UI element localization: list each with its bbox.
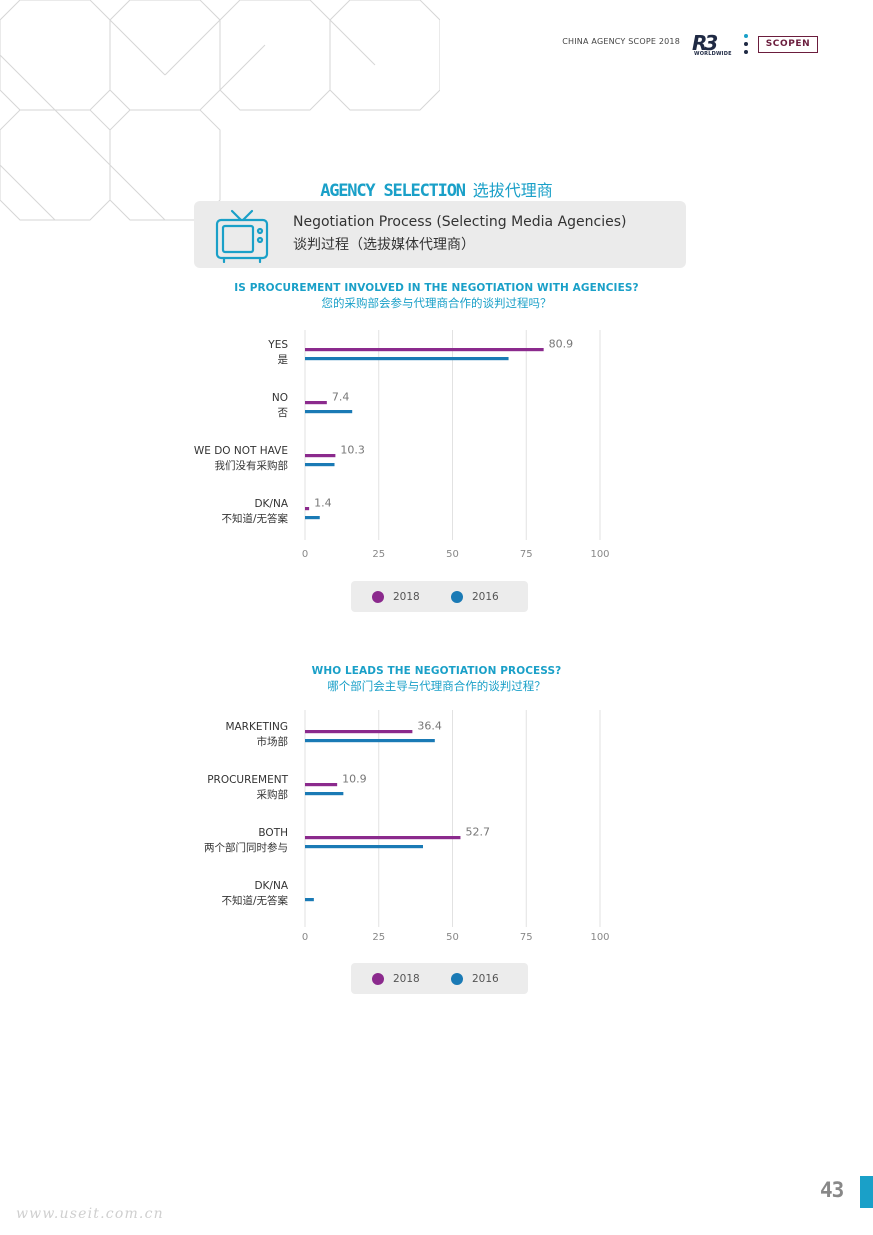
chart-2-title-cn: 哪个部门会主导与代理商合作的谈判过程？: [327, 679, 546, 693]
chart-1-title: IS PROCUREMENT INVOLVED IN THE NEGOTIATI…: [0, 282, 873, 311]
watermark: www.useit.com.cn: [16, 1206, 164, 1222]
x-tick-label: 75: [520, 549, 533, 560]
category-label-en: DK/NA: [254, 498, 288, 510]
legend-item-2016: 2016: [451, 963, 499, 994]
report-title: CHINA AGENCY SCOPE 2018: [562, 37, 680, 46]
chart-1-title-en: IS PROCUREMENT INVOLVED IN THE NEGOTIATI…: [234, 282, 639, 294]
page-number: 43: [820, 1178, 844, 1202]
category-label-en: BOTH: [258, 827, 288, 839]
banner-title-cn: 谈判过程（选拔媒体代理商）: [293, 237, 475, 253]
chart-2-plot: 0 25 50 75 100 MARKETING 市场部 36.4 PROCUREMENT 采购部…: [204, 710, 610, 943]
legend-label: 2016: [472, 590, 499, 603]
bar-2018: [305, 507, 310, 511]
legend-label: 2018: [393, 972, 420, 985]
x-tick-label: 25: [372, 932, 385, 943]
bar-2018: [305, 730, 413, 734]
category-label-cn: 不知道/无答案: [221, 512, 288, 525]
section-title-en: AGENCY SELECTION: [320, 181, 466, 201]
chart-2-legend: 2018 2016: [351, 963, 528, 994]
category-label-en: DK/NA: [254, 880, 288, 892]
banner-title-en: Negotiation Process (Selecting Media Age…: [293, 214, 627, 230]
category-label-en: PROCUREMENT: [207, 774, 288, 786]
tv-icon: [215, 209, 269, 263]
r3-logo-mark: R3: [692, 31, 718, 55]
scopen-logo: SCOPEN: [758, 36, 818, 53]
x-tick-label: 0: [302, 549, 308, 560]
chart-1-title-cn: 您的采购部会参与代理商合作的谈判过程吗？: [321, 296, 552, 310]
bar-2016: [305, 845, 423, 849]
category-label-cn: 是: [278, 354, 289, 366]
chart-1-legend: 2018 2016: [351, 581, 528, 612]
data-label-2018: 1.4: [314, 497, 332, 510]
bar-2016: [305, 410, 353, 414]
bar-2016: [305, 739, 435, 743]
x-tick-label: 100: [590, 549, 609, 560]
r3-logo-subtitle: WORLDWIDE: [694, 51, 732, 57]
data-label-2018: 52.7: [465, 826, 490, 839]
category-label-en: NO: [272, 392, 288, 404]
legend-swatch-2016: [451, 972, 463, 985]
chart-1-plot: 0 25 50 75 100 YES 是 80.9 NO 否 7.4 WE DO NOT HAVE 我们…: [194, 330, 610, 560]
x-tick-label: 25: [372, 549, 385, 560]
legend-swatch-2018: [372, 972, 384, 985]
bar-2016: [305, 357, 509, 361]
bar-2016: [305, 898, 314, 902]
legend-label: 2016: [472, 972, 499, 985]
category-label-cn: 采购部: [257, 788, 289, 801]
legend-swatch-2016: [451, 590, 463, 603]
legend-item-2018: 2018: [372, 963, 420, 994]
data-label-2018: 10.3: [340, 444, 365, 457]
bar-2018: [305, 401, 327, 405]
section-title-cn: 选拔代理商: [472, 181, 553, 200]
chart-2-title: WHO LEADS THE NEGOTIATION PROCESS? 哪个部门会…: [0, 665, 873, 694]
legend-label: 2018: [393, 590, 420, 603]
legend-swatch-2018: [372, 590, 384, 603]
x-tick-label: 75: [520, 932, 533, 943]
chart-2-title-en: WHO LEADS THE NEGOTIATION PROCESS?: [311, 665, 562, 677]
x-tick-label: 100: [590, 932, 609, 943]
bar-2016: [305, 792, 344, 796]
category-label-en: WE DO NOT HAVE: [194, 445, 288, 457]
bar-2016: [305, 516, 320, 520]
category-label-cn: 否: [278, 407, 289, 419]
bar-2018: [305, 348, 544, 352]
bar-2016: [305, 463, 335, 467]
topic-banner: Negotiation Process (Selecting Media Age…: [194, 201, 686, 268]
category-label-cn: 不知道/无答案: [221, 894, 288, 907]
category-label-cn: 我们没有采购部: [215, 459, 289, 472]
background-pattern: [0, 0, 440, 221]
data-label-2018: 36.4: [417, 720, 442, 733]
data-label-2018: 80.9: [549, 338, 574, 351]
x-tick-label: 50: [446, 549, 459, 560]
legend-item-2016: 2016: [451, 581, 499, 612]
bar-2018: [305, 783, 338, 787]
page-number-accent-bar: [860, 1176, 873, 1208]
bar-2018: [305, 454, 336, 458]
data-label-2018: 7.4: [332, 391, 350, 404]
category-label-en: MARKETING: [225, 721, 288, 733]
legend-item-2018: 2018: [372, 581, 420, 612]
section-title: AGENCY SELECTION 选拔代理商: [0, 177, 873, 201]
bar-2018: [305, 836, 461, 840]
category-label-cn: 市场部: [257, 735, 289, 748]
r3-worldwide-logo: R3 WORLDWIDE: [692, 33, 738, 57]
x-tick-label: 50: [446, 932, 459, 943]
x-tick-label: 0: [302, 932, 308, 943]
category-label-cn: 两个部门同时参与: [204, 841, 288, 854]
data-label-2018: 10.9: [342, 773, 367, 786]
category-label-en: YES: [267, 339, 288, 351]
logo-separator-dots: [744, 34, 748, 56]
